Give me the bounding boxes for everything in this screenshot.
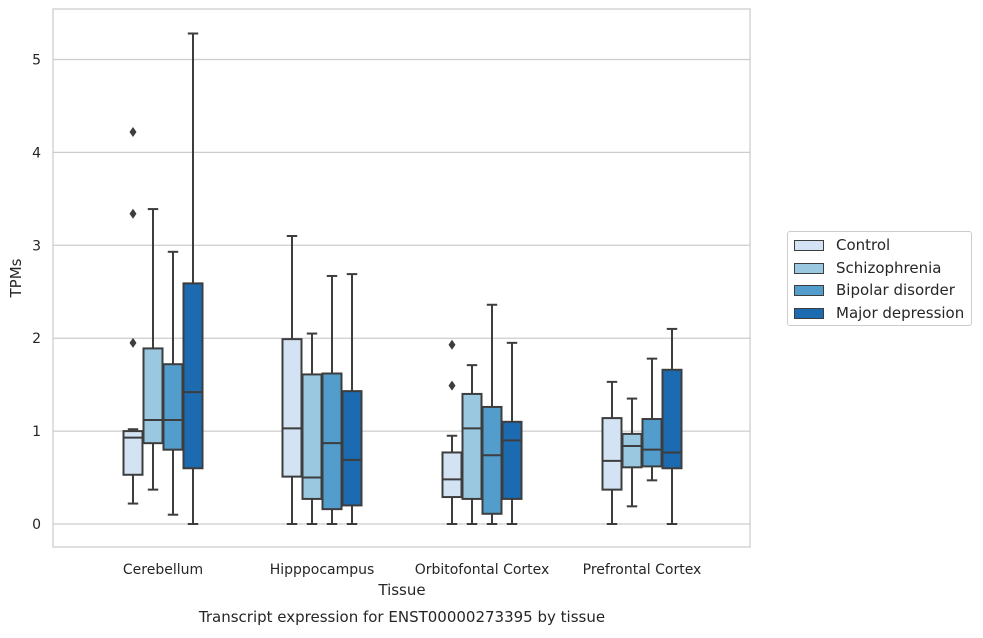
- chart-title: Transcript expression for ENST0000027339…: [198, 608, 605, 626]
- x-tick-label: Prefrontal Cortex: [583, 562, 702, 578]
- y-tick-label: 4: [32, 145, 41, 161]
- box-bipolar-disorder: [641, 357, 663, 482]
- legend-swatch-bipolar-disorder: [794, 284, 824, 296]
- box-iqr: [461, 392, 483, 500]
- legend-item-major-depression: Major depression: [794, 303, 964, 323]
- plot-frame: [52, 8, 751, 548]
- outlier-point: [129, 208, 137, 219]
- outlier-point: [448, 339, 456, 350]
- legend-label: Major depression: [836, 304, 965, 322]
- y-tick-label: 0: [32, 517, 41, 533]
- box-iqr: [162, 363, 184, 451]
- box-iqr: [481, 405, 503, 515]
- box-iqr: [281, 338, 303, 478]
- box-iqr: [501, 420, 523, 500]
- box-series: [122, 32, 683, 525]
- box-iqr: [661, 368, 683, 470]
- legend-label: Control: [836, 236, 891, 254]
- box-iqr: [321, 372, 343, 511]
- x-tick-label: Cerebellum: [123, 562, 203, 578]
- outlier-point: [448, 380, 456, 391]
- box-major-depression: [182, 32, 204, 525]
- box-iqr: [142, 347, 164, 445]
- y-axis-label: TPMs: [7, 258, 25, 298]
- legend-label: Schizophrenia: [836, 259, 942, 277]
- legend-item-control: Control: [794, 235, 890, 255]
- legend-item-bipolar-disorder: Bipolar disorder: [794, 280, 955, 300]
- series-control: [122, 126, 623, 525]
- series-schizophrenia: [142, 208, 643, 525]
- legend-swatch-major-depression: [794, 307, 824, 319]
- y-tick-label: 2: [32, 331, 41, 347]
- y-tick-labels: 0 1 2 3 4 5: [32, 53, 41, 534]
- box-schizophrenia: [621, 397, 643, 508]
- box-control: [441, 339, 463, 525]
- legend: Control Schizophrenia Bipolar disorder M…: [787, 231, 972, 326]
- box-major-depression: [661, 327, 683, 525]
- box-control: [122, 126, 144, 505]
- legend-swatch-control: [794, 239, 824, 251]
- box-major-depression: [341, 273, 363, 525]
- box-control: [281, 235, 303, 525]
- x-tick-labels: Cerebellum Hipppocampus Orbitofontal Corte…: [123, 562, 701, 578]
- box-iqr: [441, 451, 463, 499]
- box-iqr: [301, 373, 323, 500]
- x-axis-label: Tissue: [377, 581, 425, 599]
- y-tick-label: 3: [32, 238, 41, 254]
- outlier-point: [129, 126, 137, 137]
- box-iqr: [621, 432, 643, 469]
- box-iqr: [182, 282, 204, 470]
- series-major-depression: [182, 32, 683, 525]
- x-tick-label: Orbitofontal Cortex: [415, 562, 550, 578]
- legend-label: Bipolar disorder: [836, 281, 955, 299]
- outlier-point: [129, 337, 137, 348]
- legend-item-schizophrenia: Schizophrenia: [794, 258, 941, 278]
- box-iqr: [641, 418, 663, 468]
- y-tick-label: 1: [32, 424, 41, 440]
- box-iqr: [122, 430, 144, 476]
- legend-swatch-schizophrenia: [794, 262, 824, 274]
- box-schizophrenia: [301, 332, 323, 525]
- box-iqr: [601, 417, 623, 491]
- x-tick-label: Hipppocampus: [270, 562, 375, 578]
- box-iqr: [341, 390, 363, 507]
- box-major-depression: [501, 341, 523, 525]
- y-tick-label: 5: [32, 53, 41, 69]
- box-bipolar-disorder: [481, 303, 503, 525]
